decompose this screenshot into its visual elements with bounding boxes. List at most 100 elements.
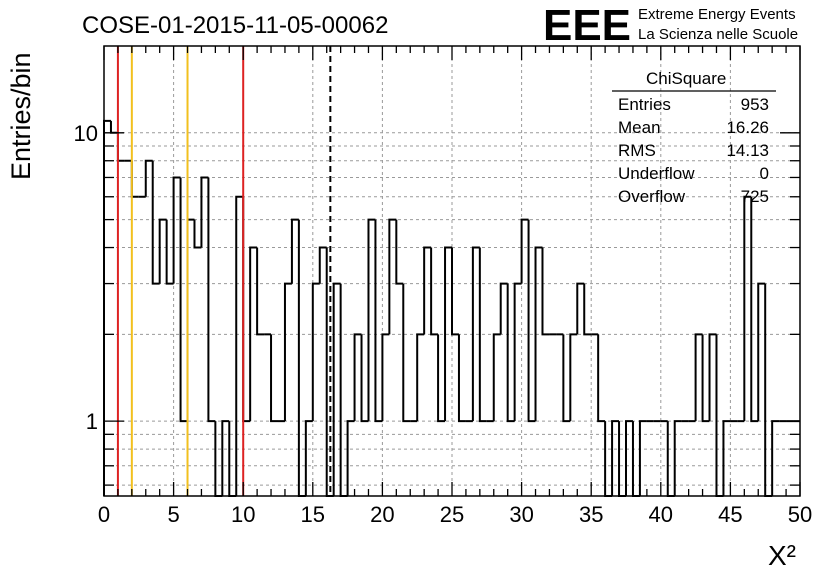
histogram-bin — [367, 218, 376, 422]
histogram-bin — [172, 176, 181, 284]
histogram-bin — [388, 218, 397, 335]
histogram-bin — [520, 218, 529, 284]
histogram-bin — [597, 334, 606, 423]
histogram-bin — [471, 246, 480, 422]
y-tick-labels: 1 10 — [74, 121, 98, 434]
histogram-bin — [430, 247, 439, 336]
eee-logo-line1: Extreme Energy Events — [638, 6, 796, 23]
histogram-bin — [200, 176, 209, 248]
histogram-bin — [311, 282, 320, 422]
histogram-bin — [625, 420, 633, 496]
histogram-bin — [242, 196, 251, 423]
histogram-bin — [478, 247, 487, 423]
histogram-bin — [297, 219, 306, 497]
histogram-bin — [750, 196, 759, 423]
histogram-bin — [416, 333, 425, 422]
histogram-bin — [165, 219, 174, 285]
histogram-bin — [109, 120, 118, 134]
histogram-bin — [715, 334, 724, 497]
stats-label-rms: RMS — [618, 141, 656, 160]
x-tick-label: 50 — [788, 502, 812, 527]
histogram-bin — [395, 219, 404, 285]
histogram-bin — [360, 334, 369, 423]
histogram-bin — [381, 333, 390, 422]
histogram-bin — [499, 282, 508, 335]
histogram-bin — [722, 420, 731, 496]
histogram-bin — [193, 219, 202, 249]
histogram-bin — [339, 283, 348, 497]
histogram-bin — [423, 246, 432, 335]
histogram-bin — [332, 282, 341, 496]
histogram-bin — [673, 420, 682, 496]
histogram-bin — [374, 219, 383, 423]
histogram-bin — [757, 282, 766, 422]
histogram-bin — [207, 177, 216, 423]
stats-label-overflow: Overflow — [618, 187, 686, 206]
x-tick-labels: 0 5 10 15 20 25 30 35 40 45 50 — [98, 502, 812, 527]
histogram-bin — [346, 420, 355, 496]
histogram-bin — [437, 334, 446, 423]
histogram-bin — [144, 159, 153, 197]
y-tick-label: 10 — [74, 121, 98, 146]
eee-logo-line2: La Scienza nelle Scuole — [638, 26, 798, 43]
histogram-bin — [444, 246, 452, 422]
histogram-bin — [506, 283, 515, 423]
histogram-bin — [638, 420, 647, 496]
histogram-bin — [764, 283, 773, 497]
histogram-bin — [158, 218, 167, 284]
stats-value-mean: 16.26 — [726, 118, 769, 137]
stats-label-mean: Mean — [618, 118, 661, 137]
stats-value-entries: 953 — [741, 95, 769, 114]
stats-title: ChiSquare — [646, 69, 726, 88]
histogram-bin — [541, 247, 550, 336]
stats-value-overflow: 725 — [741, 187, 769, 206]
axis-ticks — [103, 46, 801, 496]
histogram-bin — [179, 177, 188, 423]
x-tick-label: 10 — [231, 502, 255, 527]
x-tick-label: 40 — [649, 502, 673, 527]
stats-box: ChiSquare Entries 953 Mean 16.26 RMS 14.… — [612, 69, 776, 206]
stats-label-underflow: Underflow — [618, 164, 695, 183]
histogram-bin — [130, 160, 139, 198]
histogram-bin — [235, 195, 244, 496]
histogram-bin — [569, 333, 578, 422]
histogram-bin — [256, 247, 265, 336]
eee-logo: EEE Extreme Energy Events La Scienza nel… — [543, 1, 798, 50]
histogram-bin — [249, 246, 258, 422]
y-axis-label: Entries/bin — [6, 52, 36, 180]
histogram-bin — [402, 283, 411, 423]
histogram-bin — [283, 282, 292, 422]
x-tick-label: 5 — [167, 502, 179, 527]
histogram-bin — [576, 282, 585, 335]
histogram-bin — [701, 334, 710, 423]
histogram-bin — [562, 334, 571, 423]
histogram-bin — [186, 218, 195, 422]
y-tick-label: 1 — [86, 409, 98, 434]
x-tick-label: 20 — [370, 502, 394, 527]
histogram-bin — [270, 334, 278, 423]
histogram-bin — [353, 333, 362, 422]
chart-title: COSE-01-2015-11-05-00062 — [82, 12, 388, 39]
eee-logo-mark: EEE — [543, 1, 631, 50]
histogram-bin — [116, 132, 125, 162]
histogram-bin — [611, 420, 620, 496]
histogram-bin — [457, 334, 466, 423]
histogram-bin — [221, 420, 230, 496]
stats-label-entries: Entries — [618, 95, 671, 114]
histogram-bin — [708, 333, 717, 422]
x-tick-label: 35 — [579, 502, 603, 527]
x-tick-label: 30 — [509, 502, 533, 527]
histogram-bin — [318, 246, 327, 284]
histogram-bin — [771, 420, 780, 496]
x-tick-label: 45 — [718, 502, 742, 527]
x-tick-label: 15 — [301, 502, 325, 527]
x-tick-label: 25 — [440, 502, 464, 527]
x-tick-label: 0 — [98, 502, 110, 527]
histogram-bin — [492, 333, 501, 422]
histogram-bin — [290, 218, 299, 284]
stats-value-underflow: 0 — [760, 164, 769, 183]
histogram-bin — [304, 420, 313, 496]
histogram-bin — [151, 160, 160, 285]
stats-value-rms: 14.13 — [726, 141, 769, 160]
